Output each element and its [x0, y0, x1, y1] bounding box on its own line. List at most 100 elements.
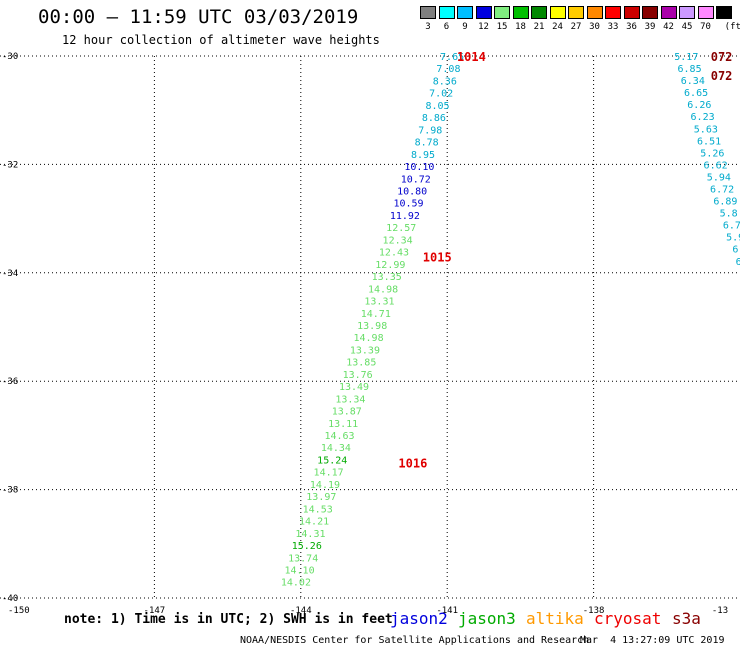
wave-height-value: 6.34 — [681, 76, 705, 87]
wave-height-value: 6.51 — [697, 136, 721, 147]
legend-label: 21 — [533, 22, 545, 32]
legend-label: 15 — [496, 22, 508, 32]
wave-height-value: 6. — [736, 257, 740, 268]
legend-label: 18 — [515, 22, 526, 32]
wave-height-value: 5.26 — [700, 148, 724, 159]
legend-swatch — [586, 6, 603, 19]
wave-height-value: 14.10 — [284, 566, 314, 577]
wave-height-value: 13.98 — [357, 321, 387, 332]
legend-label: 9 — [462, 22, 468, 32]
legend-label: 42 — [663, 22, 674, 32]
satellite-s3a: s3a — [672, 609, 701, 628]
wave-height-value: 10.59 — [393, 199, 423, 210]
legend-swatch — [697, 6, 714, 19]
wave-height-value: 6.23 — [691, 112, 715, 123]
altimeter-tracks: 7.657.088.36 7.028.058.867.98 8.788.9510.1… — [281, 52, 740, 589]
legend-label: 6 — [443, 22, 450, 32]
legend-swatch — [420, 6, 436, 19]
wave-height-value: 14.21 — [299, 517, 329, 528]
wave-height-value: 12.57 — [386, 223, 416, 234]
satellite-cryosat: cryosat — [594, 609, 662, 628]
wave-height-value: 5.94 — [707, 172, 731, 183]
wave-height-value: 7.98 — [418, 125, 442, 136]
legend-label: 12 — [478, 22, 489, 32]
legend-swatch — [568, 6, 584, 19]
wave-height-value: 5.8 — [720, 209, 738, 220]
wave-height-value: 10.10 — [404, 162, 434, 173]
wave-height-value: 6.65 — [684, 88, 708, 99]
wave-height-value: 13.34 — [335, 394, 365, 405]
legend-swatch — [438, 6, 455, 19]
chart-subtitle: 12 hour collection of altimeter wave hei… — [62, 33, 380, 47]
wave-height-value: 11.92 — [390, 211, 420, 222]
wave-height-value: 6.26 — [687, 100, 711, 111]
legend-label: 70 — [700, 22, 711, 32]
timestamp-text: Mar 4 13:27:09 UTC 2019 — [580, 635, 725, 646]
lat-tick-label: -38 — [2, 486, 18, 496]
wave-height-value: 14.53 — [303, 504, 333, 515]
legend-swatch — [531, 6, 547, 19]
chart-title: 00:00 – 11:59 UTC 03/03/2019 — [38, 6, 359, 28]
legend-label: 33 — [607, 22, 619, 32]
wave-height-value: 14.98 — [368, 284, 398, 295]
wave-height-value: 13.39 — [350, 345, 380, 356]
wave-height-value: 12.43 — [379, 248, 409, 259]
map-grid — [0, 55, 740, 599]
time-marker: 1016 — [398, 457, 427, 471]
wave-height-value: 13.35 — [372, 272, 402, 283]
lat-tick-label: -32 — [2, 160, 18, 170]
satellite-jason2: jason2 — [390, 609, 448, 628]
legend-swatch — [457, 6, 473, 19]
wave-height-value: 8.86 — [422, 113, 446, 124]
wave-height-value: 7.65 — [440, 52, 464, 63]
wave-height-value: 14.02 — [281, 578, 311, 589]
wave-height-value: 14.19 — [310, 480, 340, 491]
wave-height-value: 15.24 — [317, 455, 347, 466]
wave-height-value: 13.85 — [346, 358, 376, 369]
lon-tick-label: -138 — [583, 606, 605, 616]
wave-height-value: 8.95 — [411, 150, 435, 161]
wave-height-value: 14.31 — [295, 529, 325, 540]
legend-swatch — [549, 6, 566, 19]
wave-height-value: 14.34 — [321, 443, 351, 454]
legend-swatch — [642, 6, 658, 19]
wave-height-value: 6.85 — [678, 64, 702, 75]
legend-swatch — [605, 6, 621, 19]
lat-tick-label: -36 — [2, 377, 18, 387]
lat-tick-label: -30 — [2, 52, 18, 62]
wave-height-value: 10.80 — [397, 186, 427, 197]
legend-unit: (ft) — [724, 22, 740, 32]
lon-tick-label: -13 — [712, 606, 728, 616]
lon-tick-label: -141 — [436, 606, 458, 616]
wave-height-value: 5.63 — [694, 124, 718, 135]
legend-label: 3 — [425, 22, 431, 32]
lon-tick-label: -144 — [290, 606, 312, 616]
wave-height-value: 6. — [732, 245, 740, 256]
wave-height-value: 7.08 — [436, 64, 460, 75]
lat-tick-label: -34 — [2, 269, 18, 279]
wave-height-value: 12.99 — [375, 260, 405, 271]
legend-label: 45 — [681, 22, 693, 32]
axis-labels: -30 -32 -34 -36 -38 -40 -150 -147 -144 -141 -138 -1… — [2, 52, 728, 616]
wave-height-value: 13.31 — [364, 297, 394, 308]
lon-tick-label: -147 — [144, 606, 166, 616]
wave-height-value: 13.11 — [328, 419, 358, 430]
wave-height-value: 14.98 — [353, 333, 383, 344]
satellite-jason3: jason3 — [458, 609, 516, 628]
time-marker: 1014 — [457, 50, 486, 64]
credit-text: NOAA/NESDIS Center for Satellite Applica… — [240, 635, 590, 646]
wave-height-value: 5.17 — [674, 52, 698, 63]
wave-height-value: 13.97 — [306, 492, 336, 503]
wave-height-value: 7.02 — [429, 89, 453, 100]
legend-swatch — [660, 6, 677, 19]
time-marker: 1015 — [423, 251, 452, 265]
wave-height-value: 13.87 — [332, 407, 362, 418]
wave-height-value: 13.76 — [343, 370, 373, 381]
wave-height-value: 6.62 — [704, 160, 728, 171]
wave-height-value: 13.49 — [339, 382, 369, 393]
legend-swatch — [716, 6, 732, 19]
time-markers: 1014 1015 1016 072 072 — [398, 50, 732, 471]
wave-height-value: 8.05 — [426, 101, 450, 112]
legend-swatch — [679, 6, 695, 19]
